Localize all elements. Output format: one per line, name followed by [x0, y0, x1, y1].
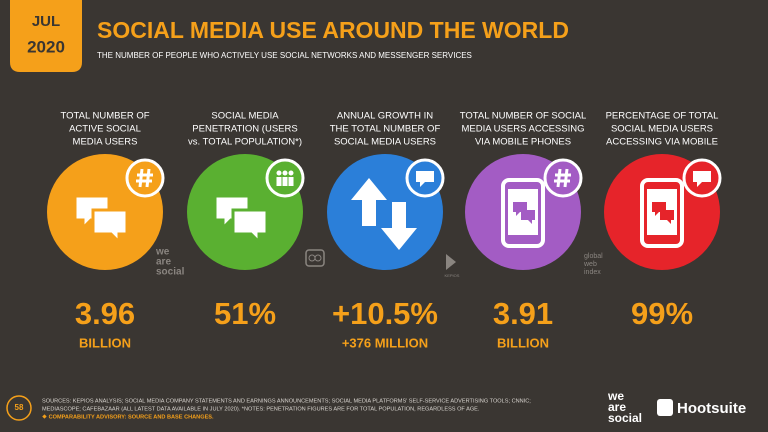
- stat-label: PENETRATION (USERS: [192, 124, 297, 135]
- stat-label: THE TOTAL NUMBER OF: [330, 124, 441, 135]
- logo-text: we: [155, 247, 170, 258]
- sources: SOURCES: KEPIOS ANALYSIS; SOCIAL MEDIA C…: [42, 398, 531, 404]
- title: SOCIAL MEDIA USE AROUND THE WORLD: [97, 17, 569, 43]
- chat-badge-icon: [416, 171, 434, 187]
- stat-value: 99%: [631, 296, 693, 331]
- phone-icon: [640, 178, 684, 248]
- stat-label: ANNUAL GROWTH IN: [337, 111, 433, 122]
- stat-label: VIA MOBILE PHONES: [475, 137, 571, 148]
- stat-value: 3.91: [493, 296, 553, 331]
- chat-icon: [521, 210, 535, 224]
- stat-label: TOTAL NUMBER OF SOCIAL: [460, 111, 587, 122]
- logo-text: global: [584, 253, 603, 260]
- stat-columns: TOTAL NUMBER OF ACTIVE SOCIAL MEDIA USERS 3…: [47, 111, 722, 350]
- owl-logo: [305, 249, 325, 267]
- stat-label: SOCIAL MEDIA: [211, 111, 279, 122]
- brand-wearesocial: are: [608, 400, 626, 414]
- logo-text: KEPIOS: [445, 273, 460, 278]
- stat-badge: [125, 158, 165, 198]
- stat-value: 51%: [214, 296, 276, 331]
- logo-text: web: [583, 261, 597, 268]
- logo-text: index: [584, 269, 601, 276]
- advisory: ❖ COMPARABILITY ADVISORY: SOURCE AND BAS…: [42, 413, 214, 420]
- chat-icon: [91, 208, 129, 246]
- owl-eye: [314, 254, 322, 262]
- page-circle: [6, 395, 32, 421]
- brand-hootsuite: Hootsuite: [677, 400, 746, 417]
- people-icon: [288, 170, 294, 176]
- stat-badge: [543, 158, 583, 198]
- stat-sub: +376 MILLION: [342, 335, 428, 350]
- stat-label: SOCIAL MEDIA USERS: [334, 137, 436, 148]
- kepios-mark: [446, 254, 456, 270]
- chat-icon: [660, 210, 674, 224]
- stat-label: ACTIVE SOCIAL: [69, 124, 141, 135]
- stat-label: vs. TOTAL POPULATION*): [188, 137, 302, 148]
- stat-label: MEDIA USERS: [73, 137, 138, 148]
- hootsuite-owl: [657, 399, 673, 416]
- people-icon: [288, 177, 294, 186]
- sources: MEDIASCOPE; CAFEBAZAAR (ALL LATEST DATA …: [42, 406, 480, 412]
- stat-sub: BILLION: [497, 335, 549, 350]
- hash-icon: [136, 168, 153, 188]
- brand-wearesocial: we: [607, 389, 624, 403]
- brand-wearesocial: social: [608, 411, 642, 425]
- chat-badge-icon: [693, 171, 711, 187]
- people-icon: [276, 170, 282, 176]
- subtitle: THE NUMBER OF PEOPLE WHO ACTIVELY USE SO…: [97, 51, 472, 60]
- stat-label: PERCENTAGE OF TOTAL: [606, 111, 719, 122]
- stat-value: 3.96: [75, 296, 135, 331]
- page-number: 58: [15, 403, 24, 412]
- chat-icon: [231, 208, 269, 246]
- logo-text: are: [156, 257, 171, 268]
- arrow-icon: [351, 178, 387, 226]
- stat-value: +10.5%: [332, 296, 438, 331]
- badge-year: 2020: [27, 37, 65, 56]
- people-icon: [276, 177, 282, 186]
- hash-icon: [554, 168, 571, 188]
- badge-month: JUL: [32, 13, 60, 30]
- stat-label: SOCIAL MEDIA USERS: [611, 124, 713, 135]
- date-badge: [10, 0, 82, 72]
- stat-label: ACCESSING VIA MOBILE: [606, 137, 718, 148]
- logo-text: social: [156, 267, 185, 278]
- chat-icon: [652, 202, 666, 216]
- arrow-icon: [381, 202, 417, 250]
- people-icon: [282, 170, 288, 176]
- phone-icon: [501, 178, 545, 248]
- people-icon: [282, 177, 288, 186]
- stat-sub: BILLION: [79, 335, 131, 350]
- stat-label: TOTAL NUMBER OF: [60, 111, 149, 122]
- stat-label: MEDIA USERS ACCESSING: [461, 124, 584, 135]
- chat-icon: [513, 202, 527, 216]
